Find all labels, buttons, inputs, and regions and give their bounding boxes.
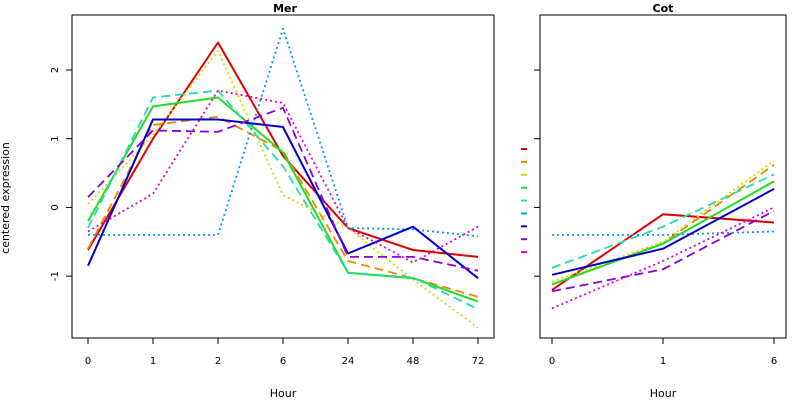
x-tick-label: 0: [85, 356, 91, 367]
series-line-3: [551, 159, 775, 283]
x-tick-label: 0: [549, 356, 555, 367]
series-line-2: [87, 115, 479, 298]
x-axis: 0 1 6: [549, 338, 777, 367]
plot-frame: [539, 14, 787, 339]
series-line-8: [551, 210, 775, 293]
x-tick-label: 6: [280, 356, 286, 367]
series-line-1: [87, 41, 479, 258]
series-line-6: [552, 230, 775, 236]
x-axis-label: Hour: [650, 387, 677, 400]
panel-mer: Mer 0 1 2 6 24 48 72 -1 0 1 2 Hour centered expre…: [0, 2, 495, 400]
series-line-6: [88, 27, 479, 238]
series-line-8: [87, 106, 479, 272]
plot-frame: [71, 14, 495, 339]
series-line-4: [87, 96, 479, 303]
y-tick-label: 2: [50, 67, 61, 73]
x-tick-label: 1: [150, 356, 156, 367]
chart-title: Mer: [273, 2, 297, 15]
y-tick-label: 0: [50, 204, 61, 210]
x-tick-label: 1: [660, 356, 666, 367]
series-line-9: [87, 89, 479, 264]
series-lines: [87, 27, 479, 329]
x-tick-label: 6: [771, 356, 777, 367]
y-tick-label: 1: [50, 136, 61, 142]
series-lines: [551, 159, 775, 310]
chart-title: Cot: [653, 2, 674, 15]
x-tick-label: 2: [215, 356, 221, 367]
series-line-1: [551, 213, 775, 291]
y-tick-label: -1: [50, 271, 61, 281]
series-line-9: [551, 206, 775, 310]
x-tick-label: 24: [342, 356, 355, 367]
series-line-7: [87, 118, 479, 279]
y-axis: -1 0 1 2: [50, 67, 72, 281]
x-tick-label: 48: [407, 356, 420, 367]
panel-cot: Cot 0 1 6 Hour: [521, 2, 787, 400]
series-line-5: [551, 173, 775, 269]
series-line-5: [87, 89, 479, 310]
series-line-4: [551, 180, 775, 286]
x-tick-label: 72: [472, 356, 485, 367]
x-axis: 0 1 2 6 24 48 72: [85, 338, 485, 367]
y-axis: [521, 69, 540, 277]
series-line-3: [87, 49, 479, 329]
series-line-7: [551, 188, 775, 276]
x-axis-label: Hour: [270, 387, 297, 400]
y-axis-label: centered expression: [0, 142, 12, 254]
